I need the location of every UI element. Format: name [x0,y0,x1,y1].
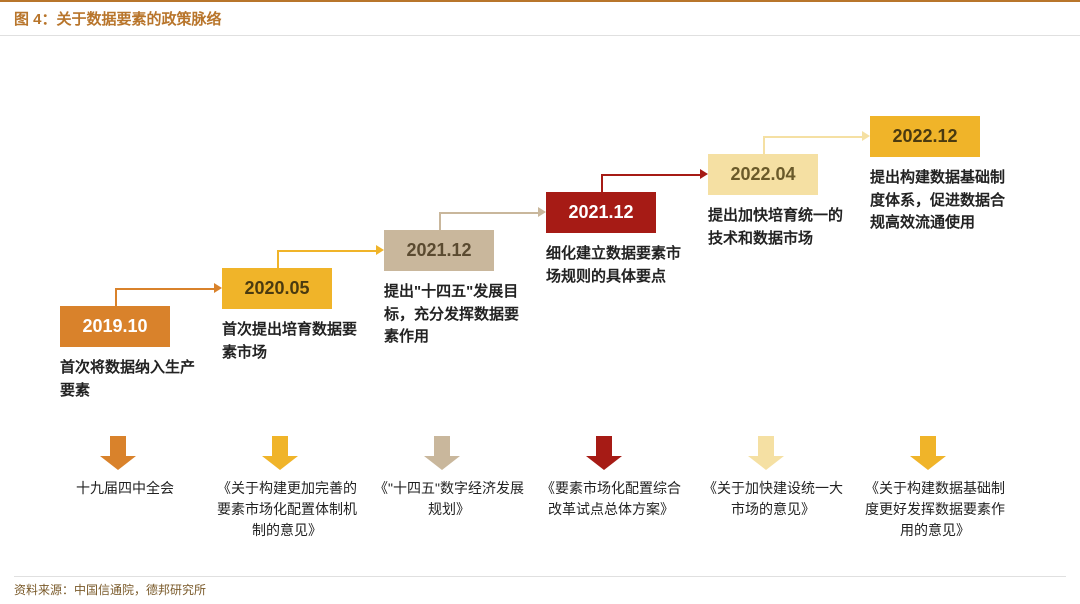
figure-title: 图 4：关于数据要素的政策脉络 [0,0,1080,36]
timeline-step: 2022.12 提出构建数据基础制度体系，促进数据合规高效流通使用 [870,116,1010,235]
timeline-step: 2022.04 提出加快培育统一的技术和数据市场 [708,154,848,250]
date-box: 2019.10 [60,306,170,347]
source-line: 资料来源：中国信通院，德邦研究所 [14,576,1066,598]
step-description: 细化建立数据要素市场规则的具体要点 [546,243,686,288]
step-description: 提出加快培育统一的技术和数据市场 [708,205,848,250]
policy-name: 十九届四中全会 [50,478,200,499]
timeline-canvas: 2019.10 首次将数据纳入生产要素十九届四中全会 2020.05 首次提出培育数据… [0,36,1080,556]
timeline-step: 2020.05 首次提出培育数据要素市场 [222,268,362,364]
date-box: 2022.12 [870,116,980,157]
step-description: 首次提出培育数据要素市场 [222,319,362,364]
policy-name: 《要素市场化配置综合改革试点总体方案》 [536,478,686,520]
down-arrow-icon [424,436,460,470]
down-arrow-icon [100,436,136,470]
step-description: 提出"十四五"发展目标，充分发挥数据要素作用 [384,281,524,349]
down-arrow-icon [910,436,946,470]
down-arrow-icon [748,436,784,470]
step-description: 首次将数据纳入生产要素 [60,357,200,402]
date-box: 2020.05 [222,268,332,309]
date-box: 2022.04 [708,154,818,195]
date-box: 2021.12 [546,192,656,233]
timeline-step: 2019.10 首次将数据纳入生产要素 [60,306,200,402]
step-description: 提出构建数据基础制度体系，促进数据合规高效流通使用 [870,167,1010,235]
date-box: 2021.12 [384,230,494,271]
down-arrow-icon [262,436,298,470]
timeline-step: 2021.12 提出"十四五"发展目标，充分发挥数据要素作用 [384,230,524,349]
policy-name: 《关于加快建设统一大市场的意见》 [698,478,848,520]
policy-name: 《关于构建数据基础制度更好发挥数据要素作用的意见》 [860,478,1010,541]
policy-name: 《"十四五"数字经济发展规划》 [374,478,524,520]
down-arrow-icon [586,436,622,470]
policy-name: 《关于构建更加完善的要素市场化配置体制机制的意见》 [212,478,362,541]
timeline-step: 2021.12 细化建立数据要素市场规则的具体要点 [546,192,686,288]
